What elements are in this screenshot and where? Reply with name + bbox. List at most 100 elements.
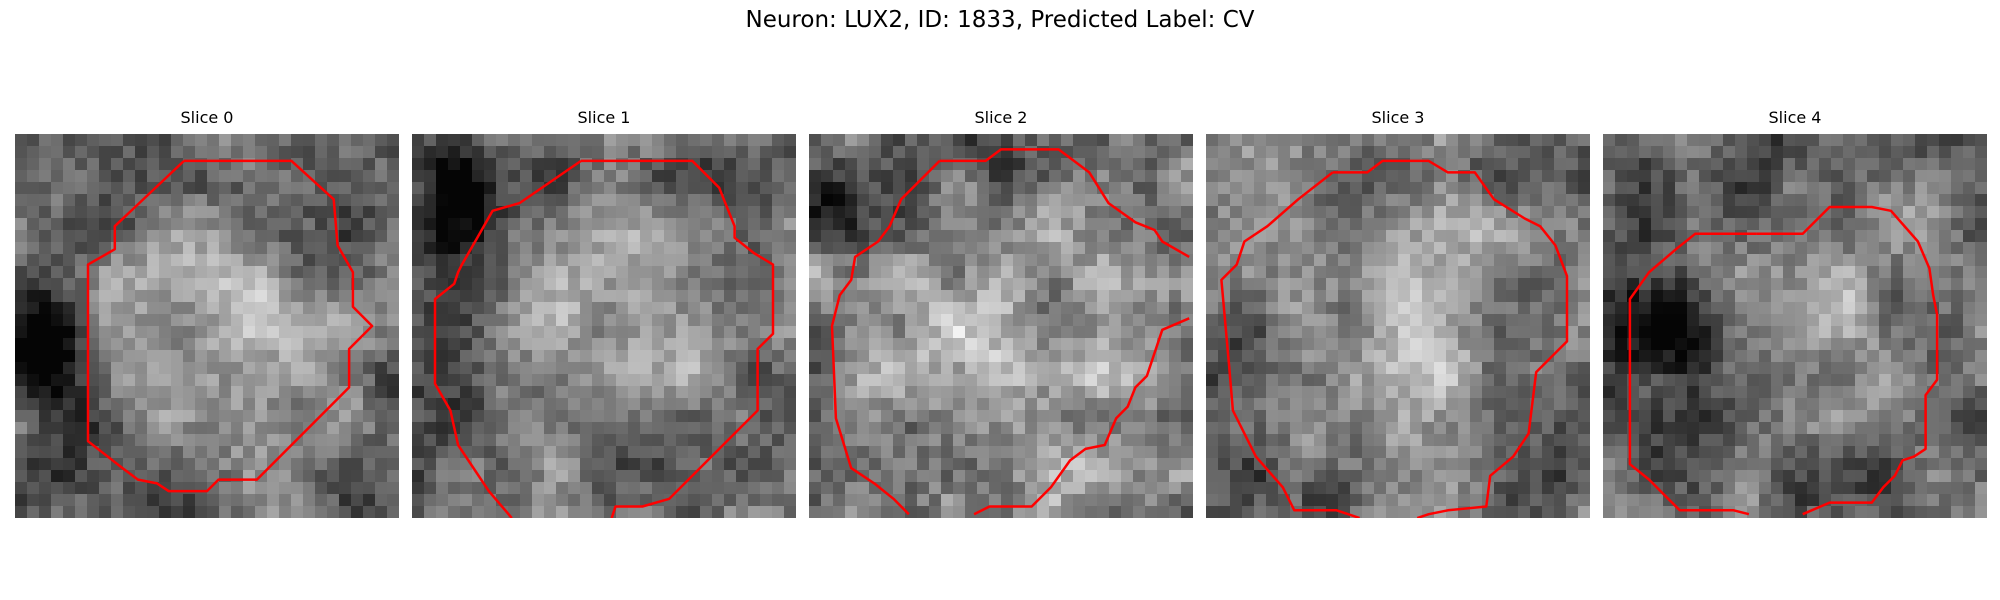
image-pixel — [1025, 410, 1038, 423]
image-pixel — [1254, 458, 1267, 471]
image-pixel — [1121, 194, 1134, 207]
image-pixel — [1314, 158, 1327, 171]
image-pixel — [568, 242, 581, 255]
image-pixel — [568, 362, 581, 375]
image-pixel — [111, 482, 124, 495]
image-pixel — [207, 194, 220, 207]
image-pixel — [51, 254, 64, 267]
image-pixel — [556, 422, 569, 435]
image-pixel — [1831, 170, 1844, 183]
image-pixel — [255, 254, 268, 267]
image-pixel — [1001, 470, 1014, 483]
image-pixel — [387, 434, 399, 447]
image-pixel — [351, 218, 364, 231]
image-pixel — [1121, 218, 1134, 231]
image-pixel — [700, 230, 713, 243]
image-pixel — [1013, 434, 1026, 447]
image-pixel — [1951, 326, 1964, 339]
image-pixel — [472, 266, 485, 279]
slice-title: Slice 3 — [1371, 108, 1425, 127]
image-pixel — [989, 422, 1002, 435]
image-pixel — [1963, 338, 1976, 351]
image-pixel — [1025, 194, 1038, 207]
image-pixel — [1025, 134, 1038, 147]
image-pixel — [1554, 230, 1567, 243]
image-pixel — [1398, 506, 1411, 518]
image-pixel — [544, 146, 557, 159]
image-pixel — [1290, 278, 1303, 291]
image-pixel — [1771, 146, 1784, 159]
image-pixel — [1302, 230, 1315, 243]
image-pixel — [568, 278, 581, 291]
image-pixel — [821, 362, 834, 375]
image-pixel — [1482, 506, 1495, 518]
image-pixel — [1230, 350, 1243, 363]
image-pixel — [893, 374, 906, 387]
image-pixel — [1723, 146, 1736, 159]
image-pixel — [1687, 386, 1700, 399]
image-pixel — [1759, 266, 1772, 279]
image-pixel — [1566, 194, 1579, 207]
image-pixel — [881, 386, 894, 399]
image-pixel — [784, 230, 796, 243]
image-pixel — [375, 182, 388, 195]
image-pixel — [917, 242, 930, 255]
image-pixel — [1795, 410, 1808, 423]
image-pixel — [436, 278, 449, 291]
image-pixel — [1218, 458, 1231, 471]
image-pixel — [1903, 290, 1916, 303]
image-pixel — [1951, 278, 1964, 291]
image-pixel — [905, 254, 918, 267]
image-pixel — [315, 170, 328, 183]
image-pixel — [1831, 146, 1844, 159]
image-pixel — [652, 218, 665, 231]
image-pixel — [39, 242, 52, 255]
image-pixel — [123, 434, 136, 447]
image-pixel — [1326, 182, 1339, 195]
image-pixel — [219, 278, 232, 291]
image-pixel — [616, 206, 629, 219]
image-pixel — [1867, 158, 1880, 171]
image-pixel — [1759, 362, 1772, 375]
image-pixel — [700, 194, 713, 207]
image-pixel — [688, 254, 701, 267]
image-pixel — [1025, 206, 1038, 219]
image-pixel — [1073, 134, 1086, 147]
image-pixel — [1362, 386, 1375, 399]
image-pixel — [772, 410, 785, 423]
image-pixel — [387, 302, 399, 315]
image-pixel — [363, 374, 376, 387]
image-pixel — [893, 302, 906, 315]
image-pixel — [652, 182, 665, 195]
image-pixel — [1350, 146, 1363, 159]
image-pixel — [712, 338, 725, 351]
image-pixel — [1903, 386, 1916, 399]
image-pixel — [616, 458, 629, 471]
image-pixel — [1566, 266, 1579, 279]
image-pixel — [135, 218, 148, 231]
image-pixel — [1338, 290, 1351, 303]
image-pixel — [147, 302, 160, 315]
image-pixel — [760, 458, 773, 471]
image-pixel — [616, 278, 629, 291]
image-pixel — [845, 482, 858, 495]
image-pixel — [1169, 386, 1182, 399]
image-pixel — [1735, 422, 1748, 435]
image-pixel — [1206, 362, 1219, 375]
image-pixel — [1819, 242, 1832, 255]
image-pixel — [1049, 254, 1062, 267]
image-pixel — [1458, 338, 1471, 351]
image-pixel — [1278, 158, 1291, 171]
image-pixel — [1506, 470, 1519, 483]
image-pixel — [760, 158, 773, 171]
image-pixel — [1747, 374, 1760, 387]
image-pixel — [736, 170, 749, 183]
image-pixel — [1530, 506, 1543, 518]
image-pixel — [1903, 278, 1916, 291]
image-pixel — [207, 506, 220, 518]
image-pixel — [1879, 362, 1892, 375]
image-pixel — [27, 326, 40, 339]
image-pixel — [207, 482, 220, 495]
image-pixel — [243, 434, 256, 447]
image-pixel — [821, 266, 834, 279]
